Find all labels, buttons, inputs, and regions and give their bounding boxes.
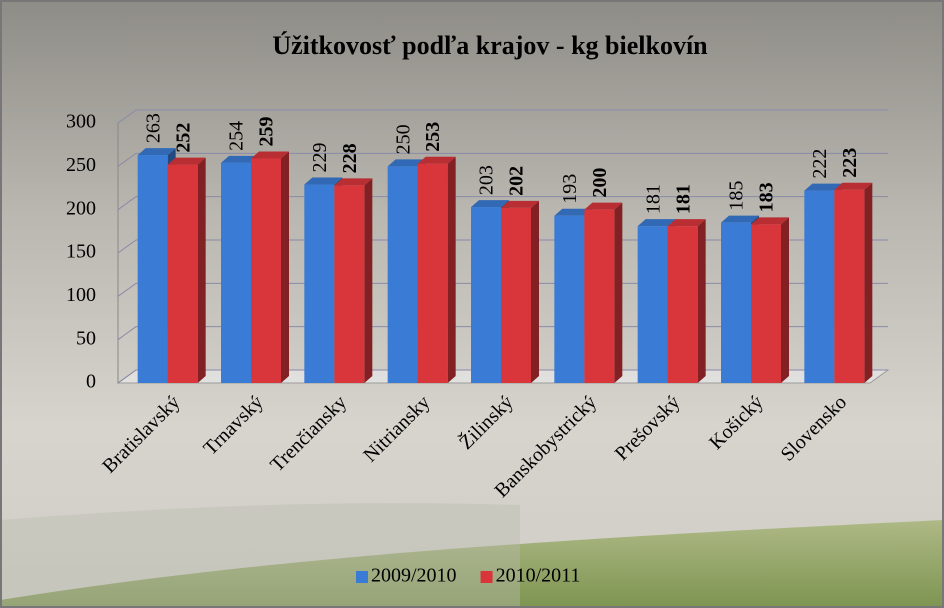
legend-swatch: [480, 571, 493, 583]
bar: [387, 166, 418, 383]
bar-top: [137, 148, 176, 156]
bar-top: [834, 182, 873, 190]
bar-top: [554, 208, 593, 216]
grid-line: [117, 282, 888, 297]
hill: [0, 520, 944, 608]
bar-top: [667, 219, 706, 227]
value-label: 252: [172, 123, 194, 153]
bar-side: [864, 182, 873, 383]
bar-side: [697, 219, 706, 383]
bar-top: [804, 183, 843, 191]
bar-top: [637, 219, 676, 227]
y-tick-label: 100: [66, 284, 96, 306]
bar-side: [197, 157, 206, 383]
bar: [167, 164, 198, 383]
value-label: 203: [476, 165, 498, 195]
legend-label: 2010/2011: [496, 565, 581, 587]
bar: [667, 226, 698, 383]
bar: [584, 209, 615, 383]
bar: [334, 185, 365, 383]
bar-side: [614, 202, 623, 383]
bar-top: [471, 200, 509, 208]
grid-line: [117, 239, 888, 254]
value-label: 263: [142, 113, 164, 143]
value-label: 229: [309, 143, 331, 173]
bar: [417, 163, 448, 383]
value-label: 222: [809, 149, 831, 179]
value-label: 253: [422, 122, 444, 152]
bar-top: [721, 215, 759, 223]
bar-top: [221, 155, 259, 163]
grid-line: [117, 152, 888, 167]
bar-side: [447, 156, 456, 383]
bar-side: [781, 217, 789, 383]
value-label: 254: [226, 121, 248, 151]
bar-side: [364, 178, 373, 383]
bar: [471, 207, 501, 383]
y-tick-label: 200: [66, 197, 96, 219]
bar: [501, 207, 531, 383]
value-label: 223: [839, 148, 861, 178]
legend-label: 2009/2010: [371, 565, 457, 587]
bar-top: [304, 177, 343, 185]
bar-top: [387, 159, 426, 167]
legend-swatch: [356, 571, 368, 583]
chart-title: Úžitkovosť podľa krajov - kg bielkovín: [272, 31, 708, 60]
value-label: 183: [756, 182, 778, 212]
bar: [637, 226, 668, 383]
bar-top: [251, 151, 289, 159]
value-label: 250: [392, 124, 414, 154]
bar-top: [334, 178, 373, 186]
value-label: 202: [506, 166, 528, 196]
bar: [751, 224, 781, 383]
bar-side: [281, 151, 289, 383]
bar: [251, 158, 281, 383]
y-tick-label: 150: [66, 241, 96, 263]
value-label: 259: [256, 117, 278, 147]
grid-line: [117, 109, 888, 124]
value-label: 185: [726, 181, 748, 211]
bar-top: [751, 217, 789, 225]
bar: [137, 155, 168, 383]
y-tick-label: 250: [66, 154, 96, 176]
bar-top: [417, 156, 456, 164]
distant-hill: [0, 503, 520, 608]
y-tick-label: 300: [66, 111, 96, 133]
value-label: 228: [339, 143, 361, 173]
bar-side: [531, 200, 539, 383]
value-label: 200: [589, 168, 611, 198]
y-tick-label: 50: [76, 327, 96, 349]
bar-top: [167, 157, 206, 165]
value-label: 181: [672, 184, 694, 214]
grid-line: [117, 326, 888, 341]
grid-line: [117, 196, 888, 211]
y-tick-label: 0: [86, 371, 96, 393]
bar: [834, 189, 865, 383]
bar: [554, 215, 585, 383]
value-label: 193: [559, 174, 581, 204]
bar-top: [501, 200, 539, 208]
bar: [304, 184, 335, 383]
value-label: 181: [642, 184, 664, 214]
bar: [221, 162, 251, 383]
grid-line: [117, 369, 888, 384]
bar: [804, 190, 835, 383]
bar: [721, 222, 751, 383]
bar-top: [584, 202, 623, 210]
